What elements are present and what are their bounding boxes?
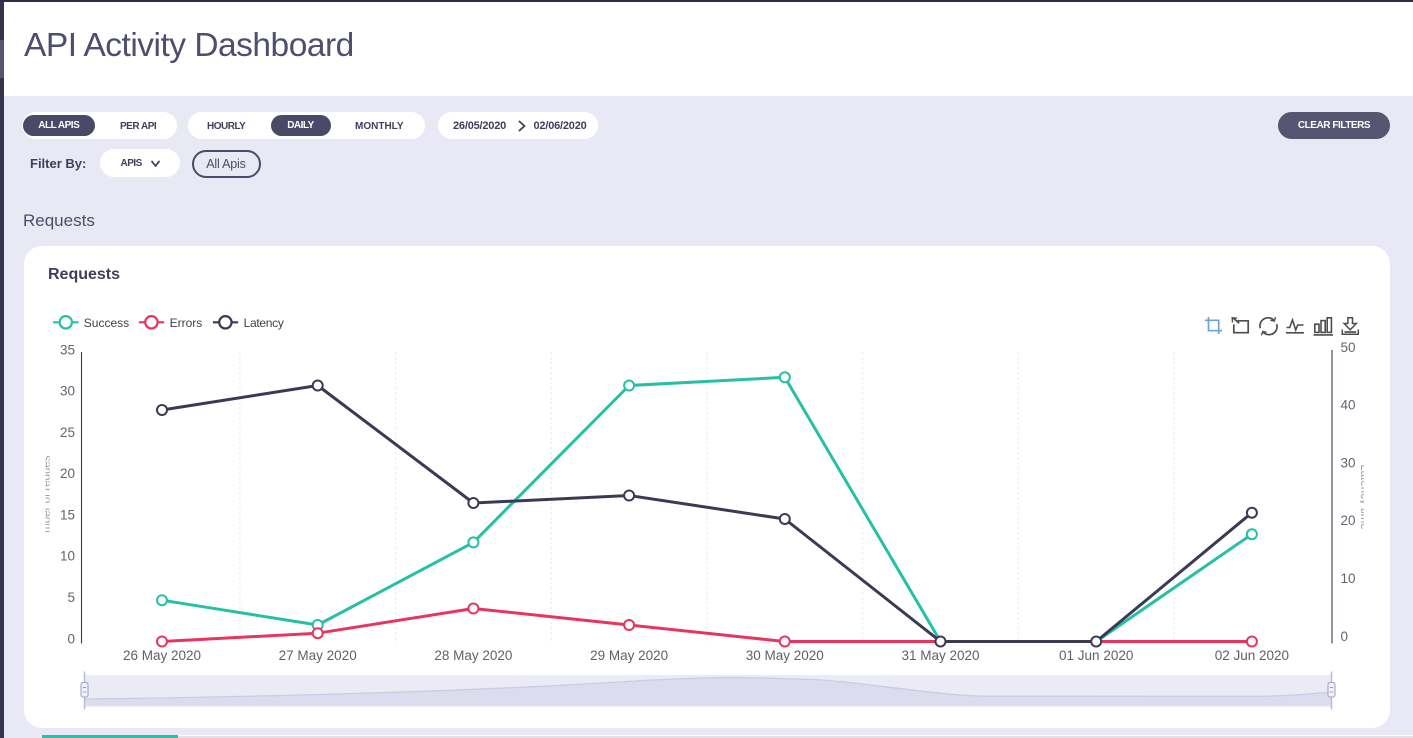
svg-text:01 Jun 2020: 01 Jun 2020 [1059, 648, 1133, 663]
svg-text:0: 0 [1341, 629, 1349, 644]
svg-text:27 May 2020: 27 May 2020 [279, 648, 357, 663]
svg-text:0: 0 [67, 631, 75, 646]
svg-text:10: 10 [1341, 571, 1356, 586]
svg-text:40: 40 [1341, 398, 1356, 413]
svg-text:50: 50 [1341, 340, 1356, 355]
svg-text:15: 15 [60, 507, 75, 522]
svg-text:30 May 2020: 30 May 2020 [746, 648, 824, 663]
svg-text:5: 5 [67, 590, 75, 605]
svg-text:Latency: Latency [244, 316, 284, 330]
svg-text:35: 35 [60, 342, 75, 357]
svg-text:30: 30 [1341, 455, 1356, 470]
svg-text:25: 25 [60, 425, 75, 440]
svg-text:30: 30 [60, 384, 75, 399]
svg-text:20: 20 [1341, 513, 1356, 528]
svg-text:28 May 2020: 28 May 2020 [434, 648, 512, 663]
svg-text:20: 20 [60, 466, 75, 481]
svg-text:26 May 2020: 26 May 2020 [123, 648, 201, 663]
svg-text:Errors: Errors [170, 316, 203, 330]
svg-text:10: 10 [60, 549, 75, 564]
svg-text:Number of requests: Number of requests [41, 446, 53, 547]
svg-text:Success: Success [84, 316, 129, 330]
svg-text:29 May 2020: 29 May 2020 [590, 648, 668, 663]
svg-text:31 May 2020: 31 May 2020 [901, 648, 979, 663]
svg-text:Latency time: Latency time [1358, 464, 1370, 529]
svg-text:02 Jun 2020: 02 Jun 2020 [1215, 648, 1289, 663]
